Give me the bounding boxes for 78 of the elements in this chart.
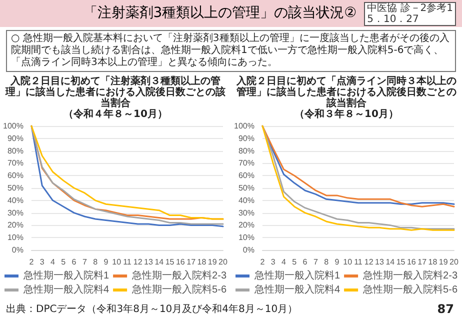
x-tick-label: 4 (282, 258, 287, 266)
legend-label: 急性期一般入院料2-3 (131, 270, 227, 282)
x-tick-label: 7 (313, 258, 318, 266)
y-tick-label: 10% (7, 233, 24, 242)
text: 87 (437, 302, 454, 316)
legend-label: 急性期一般入院料5-6 (362, 284, 458, 296)
x-tick-label: 17 (418, 258, 428, 266)
x-tick-label: 5 (292, 258, 298, 266)
x-tick-label: 9 (334, 258, 340, 266)
legend-label: 急性期一般入院料2-3 (362, 270, 458, 282)
x-tick-label: 14 (154, 258, 164, 266)
y-tick-label: 10% (238, 233, 254, 242)
x-tick-label: 13 (375, 258, 385, 266)
chart-title: 入院２日目に初めて「点滴ライン同時３本以上の管理」に該当した患者における入院後日数ごとの該当割合 (236, 76, 458, 109)
y-tick-label: 70% (238, 158, 254, 168)
y-tick-label: 70% (7, 158, 24, 168)
x-tick-label: 18 (197, 258, 207, 266)
x-tick-label: 5 (61, 258, 66, 266)
y-tick-label: 50% (7, 184, 24, 192)
y-tick-label: 60% (238, 171, 254, 180)
x-tick-label: 11 (123, 258, 132, 266)
legend-label: 急性期一般入院料4 (22, 284, 110, 296)
x-tick-label: 18 (428, 258, 438, 266)
y-tick-label: 90% (7, 134, 24, 143)
y-tick-label: 80% (238, 146, 254, 156)
text: ○ 急性期一般入院基本料において「注射薬剤3種類以上の管理」に一度該当した患者がその後の入院期間でも該当し続ける割合は、急性期一般入院料1で低い一方で急性期一般入院料5-6で高く、「点滴ライン同時3本以上の管理」と異なる傾向にあった。 (6, 30, 456, 72)
text: 5．10．27 (367, 14, 420, 25)
text: 中医協 診－2参考1 (367, 3, 453, 14)
x-tick-label: 6 (302, 258, 308, 266)
y-tick-label: 40% (7, 196, 24, 205)
x-tick-label: 8 (324, 258, 330, 266)
y-tick-label: 40% (238, 196, 254, 205)
x-tick-label: 7 (82, 258, 88, 266)
y-tick-label: 60% (7, 171, 24, 180)
x-tick-label: 2 (260, 258, 266, 266)
y-tick-label: 90% (238, 134, 254, 143)
x-tick-label: 19 (438, 258, 448, 266)
y-tick-label: 50% (238, 184, 254, 192)
legend-label: 急性期一般入院料1 (22, 270, 110, 282)
x-tick-label: 13 (144, 258, 154, 266)
y-tick-label: 30% (7, 208, 24, 218)
x-tick-label: 20 (450, 258, 459, 266)
x-tick-label: 4 (50, 258, 56, 266)
x-tick-label: 20 (218, 258, 228, 266)
y-tick-label: 100% (2, 122, 24, 130)
text: 「注射薬剤3種類以上の管理」の該当状況② (83, 5, 357, 21)
y-tick-label: 100% (234, 122, 254, 130)
x-tick-label: 9 (104, 258, 109, 266)
chart-title: 入院２日目に初めて「注射薬剤３種類以上の管理」に該当した患者における入院後日数ごとの該当割合 (4, 76, 226, 109)
x-tick-label: 17 (186, 258, 196, 266)
x-tick-label: 14 (386, 258, 396, 266)
x-tick-label: 10 (343, 258, 353, 266)
x-tick-label: 10 (112, 258, 122, 266)
y-tick-label: 30% (238, 208, 254, 218)
chart-subtitle: （令和４年８～10月） (62, 109, 168, 120)
x-tick-label: 11 (354, 258, 363, 266)
x-tick-label: 15 (396, 258, 406, 266)
x-tick-label: 12 (364, 258, 374, 266)
x-tick-label: 3 (270, 258, 276, 266)
legend-label: 急性期一般入院料4 (253, 284, 340, 296)
y-tick-label: 0% (12, 246, 24, 254)
x-tick-label: 3 (40, 258, 45, 266)
y-tick-label: 80% (7, 146, 24, 156)
chart-subtitle: （令和３年８～10月） (294, 109, 400, 120)
x-tick-label: 16 (406, 258, 416, 266)
legend-label: 急性期一般入院料1 (253, 270, 340, 282)
x-tick-label: 2 (29, 258, 34, 266)
y-tick-label: 0% (242, 246, 254, 254)
legend-label: 急性期一般入院料5-6 (131, 284, 227, 296)
x-tick-label: 12 (133, 258, 143, 266)
x-tick-label: 6 (72, 258, 77, 266)
source-note: 出典：DPCデータ（令和3年8月～10月及び令和4年8月～10月） (6, 304, 298, 316)
y-tick-label: 20% (238, 220, 254, 230)
x-tick-label: 16 (176, 258, 186, 266)
x-tick-label: 15 (165, 258, 175, 266)
y-tick-label: 20% (7, 220, 24, 230)
x-tick-label: 19 (208, 258, 218, 266)
x-tick-label: 8 (93, 258, 98, 266)
